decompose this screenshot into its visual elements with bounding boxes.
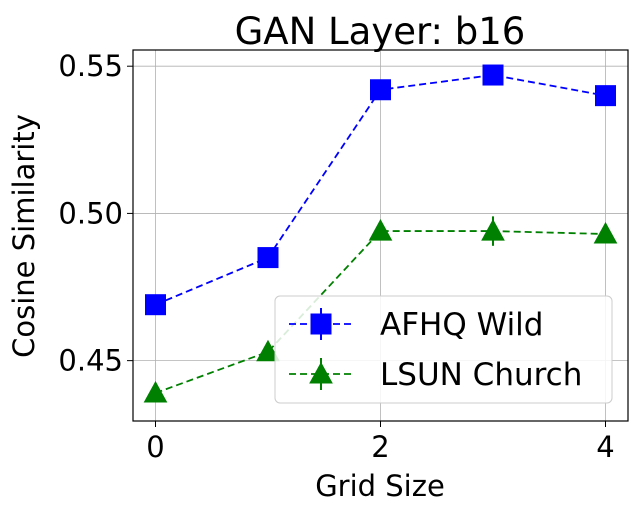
series-1 bbox=[145, 64, 616, 316]
series-line bbox=[155, 230, 606, 394]
data-point bbox=[595, 85, 616, 107]
x-tick-label: 0 bbox=[146, 430, 164, 464]
chart-title: GAN Layer: b16 bbox=[235, 10, 526, 53]
y-axis-label: Cosine Similarity bbox=[7, 114, 41, 358]
data-point bbox=[257, 247, 279, 269]
data-point bbox=[143, 380, 168, 403]
legend-item: LSUN Church bbox=[289, 357, 582, 393]
data-point bbox=[370, 79, 391, 101]
data-point bbox=[368, 219, 393, 241]
y-tick-label: 0.55 bbox=[58, 49, 123, 83]
legend-box bbox=[274, 295, 613, 404]
legend: AFHQ Wild LSUN Church bbox=[274, 295, 613, 404]
x-tick-label: 4 bbox=[596, 430, 614, 464]
legend-marker bbox=[309, 361, 333, 384]
series-2 bbox=[143, 216, 618, 403]
legend-label: AFHQ Wild bbox=[380, 307, 543, 343]
x-axis-label: Grid Size bbox=[315, 469, 445, 503]
series-layer bbox=[143, 64, 618, 403]
legend-marker bbox=[310, 313, 332, 335]
data-point bbox=[593, 221, 618, 244]
y-tick-label: 0.45 bbox=[58, 344, 123, 378]
legend-label: LSUN Church bbox=[380, 357, 582, 393]
legend-item: AFHQ Wild bbox=[289, 307, 543, 343]
axis-ticks: 0 2 4 0.45 0.50 0.55 bbox=[58, 49, 614, 464]
data-point bbox=[145, 294, 166, 316]
data-point bbox=[482, 64, 504, 86]
x-tick-label: 2 bbox=[371, 430, 389, 464]
y-tick-label: 0.50 bbox=[58, 196, 123, 230]
data-point bbox=[256, 339, 280, 362]
data-point bbox=[481, 219, 505, 241]
